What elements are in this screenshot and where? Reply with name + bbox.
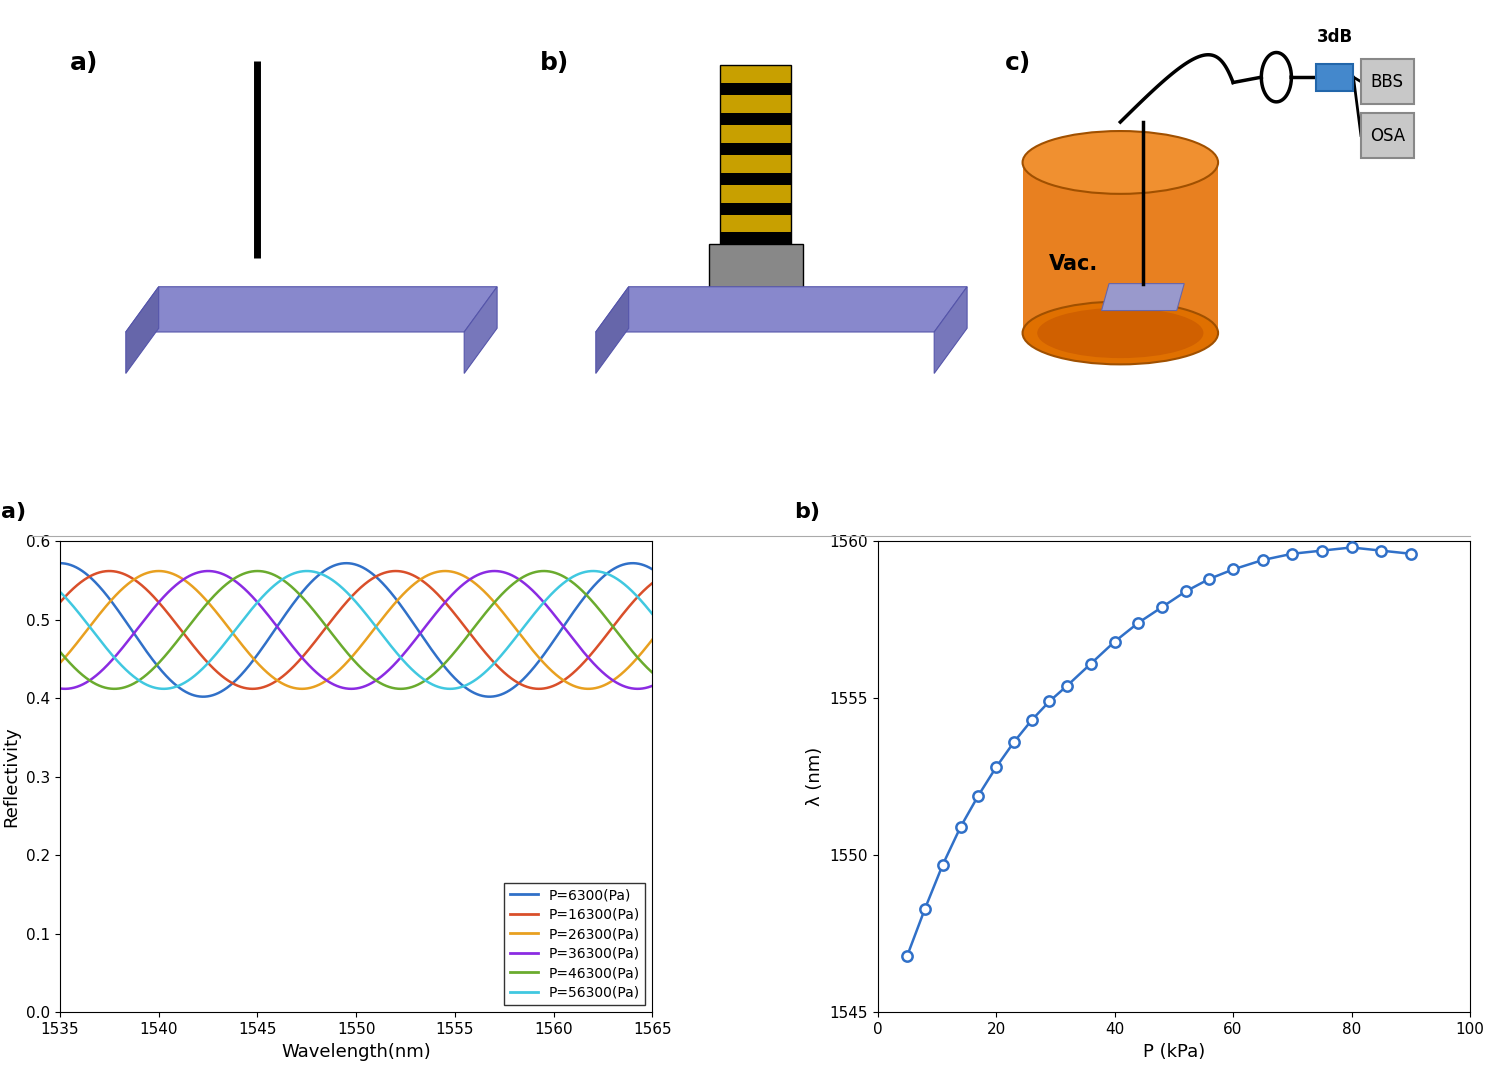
Polygon shape bbox=[720, 113, 790, 125]
Point bbox=[1054, 677, 1078, 695]
Polygon shape bbox=[126, 286, 496, 332]
Polygon shape bbox=[720, 202, 790, 214]
X-axis label: Wavelength(nm): Wavelength(nm) bbox=[282, 1043, 430, 1061]
Point bbox=[1102, 633, 1126, 651]
Point bbox=[1150, 599, 1174, 616]
Polygon shape bbox=[720, 83, 790, 95]
Polygon shape bbox=[720, 66, 790, 244]
Ellipse shape bbox=[1023, 131, 1218, 194]
Text: c): c) bbox=[1005, 51, 1031, 75]
Polygon shape bbox=[720, 172, 790, 184]
Point bbox=[1020, 712, 1044, 729]
Text: a): a) bbox=[69, 51, 98, 75]
Point bbox=[896, 948, 920, 965]
Text: OSA: OSA bbox=[1370, 126, 1406, 144]
Polygon shape bbox=[596, 286, 968, 332]
Point bbox=[966, 787, 990, 805]
Point bbox=[1038, 693, 1062, 710]
Text: Vac.: Vac. bbox=[1048, 254, 1098, 275]
Polygon shape bbox=[735, 296, 777, 320]
Point bbox=[914, 900, 938, 918]
Text: b): b) bbox=[540, 51, 568, 75]
Polygon shape bbox=[596, 286, 628, 374]
FancyBboxPatch shape bbox=[1360, 59, 1413, 104]
Point bbox=[930, 856, 954, 873]
Ellipse shape bbox=[1023, 302, 1218, 364]
Polygon shape bbox=[126, 286, 159, 374]
Point bbox=[984, 759, 1008, 777]
FancyBboxPatch shape bbox=[1360, 113, 1413, 158]
Text: a): a) bbox=[2, 502, 26, 522]
Polygon shape bbox=[720, 233, 790, 244]
Point bbox=[1221, 561, 1245, 578]
Point bbox=[1370, 542, 1394, 559]
Point bbox=[1400, 545, 1423, 562]
FancyBboxPatch shape bbox=[1316, 64, 1353, 90]
Point bbox=[1002, 733, 1026, 751]
Point bbox=[1281, 545, 1305, 562]
Point bbox=[1251, 551, 1275, 569]
Point bbox=[1340, 538, 1364, 556]
Polygon shape bbox=[1101, 283, 1184, 310]
Text: 3dB: 3dB bbox=[1317, 28, 1353, 45]
Point bbox=[948, 819, 972, 836]
Text: BBS: BBS bbox=[1371, 72, 1404, 90]
Point bbox=[1310, 542, 1334, 559]
Polygon shape bbox=[1023, 163, 1218, 333]
Polygon shape bbox=[934, 286, 968, 374]
Point bbox=[1173, 583, 1197, 600]
Point bbox=[1197, 570, 1221, 587]
Text: b): b) bbox=[795, 502, 820, 522]
Polygon shape bbox=[464, 286, 496, 374]
X-axis label: P (kPa): P (kPa) bbox=[1143, 1043, 1204, 1061]
Point bbox=[1126, 614, 1150, 631]
Polygon shape bbox=[708, 244, 803, 296]
Y-axis label: Reflectivity: Reflectivity bbox=[3, 726, 21, 827]
Point bbox=[1078, 655, 1102, 672]
Y-axis label: λ (nm): λ (nm) bbox=[806, 747, 824, 807]
Legend: P=6300(Pa), P=16300(Pa), P=26300(Pa), P=36300(Pa), P=46300(Pa), P=56300(Pa): P=6300(Pa), P=16300(Pa), P=26300(Pa), P=… bbox=[504, 882, 645, 1006]
Ellipse shape bbox=[1036, 308, 1203, 358]
Polygon shape bbox=[720, 143, 790, 155]
